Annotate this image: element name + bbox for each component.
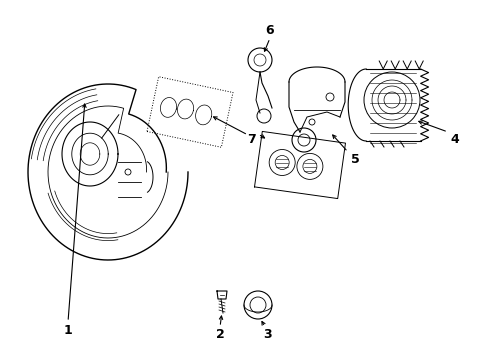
Text: 6: 6 <box>265 23 274 36</box>
Text: 1: 1 <box>63 324 72 337</box>
Text: 7: 7 <box>247 134 256 147</box>
Text: 2: 2 <box>215 328 224 342</box>
Text: 5: 5 <box>350 153 359 166</box>
Text: 4: 4 <box>450 134 458 147</box>
Text: 3: 3 <box>263 328 272 342</box>
